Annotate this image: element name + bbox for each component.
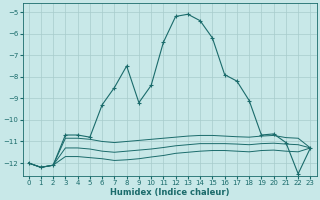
X-axis label: Humidex (Indice chaleur): Humidex (Indice chaleur) <box>110 188 229 197</box>
